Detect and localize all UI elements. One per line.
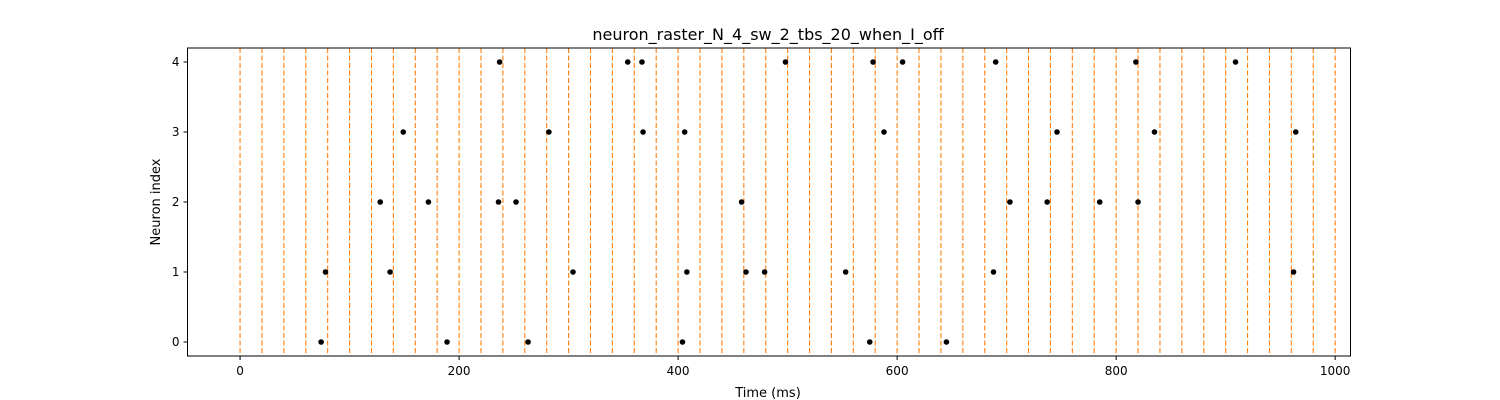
spike-point: [570, 269, 576, 275]
spike-point: [679, 339, 686, 345]
spike-point: [761, 269, 768, 275]
spike-point: [1292, 129, 1299, 135]
y-axis-label: Neuron index: [149, 158, 164, 245]
spike-point: [684, 269, 690, 275]
spike-point: [1007, 199, 1013, 205]
y-tick-label: 4: [172, 55, 180, 69]
spike-point: [624, 59, 631, 65]
spike-point: [992, 59, 999, 65]
spike-point: [387, 269, 393, 275]
spike-point: [1232, 59, 1239, 65]
y-axis-ticks: 0 1 2 3 4: [172, 55, 188, 349]
y-tick-label: 0: [172, 335, 180, 349]
spike-point: [1290, 269, 1297, 275]
spike-point: [444, 339, 450, 345]
spike-point: [738, 199, 745, 205]
spike-point: [525, 339, 531, 345]
spike-point: [400, 129, 407, 135]
spike-point: [496, 59, 503, 65]
spike-point: [640, 129, 646, 135]
spike-point: [870, 59, 876, 65]
chart-title: neuron_raster_N_4_sw_2_tbs_20_when_I_off: [592, 25, 944, 45]
y-tick-label: 2: [172, 195, 180, 209]
x-tick-label: 0: [236, 364, 244, 378]
spike-point: [1096, 199, 1103, 205]
x-axis-ticks: 0 200 400 600 800 1000: [236, 356, 1350, 378]
x-tick-label: 1000: [1320, 364, 1351, 378]
spike-point: [899, 59, 906, 65]
spike-point: [842, 269, 849, 275]
spike-point: [425, 199, 432, 205]
x-tick-label: 400: [667, 364, 690, 378]
spike-point: [1133, 59, 1139, 65]
spike-point: [943, 339, 950, 345]
spike-point: [639, 59, 645, 65]
spike-point: [513, 199, 519, 205]
x-axis-label: Time (ms): [734, 386, 801, 400]
spike-point: [322, 269, 329, 275]
y-tick-label: 1: [172, 265, 180, 279]
spike-point: [990, 269, 997, 275]
y-tick-label: 3: [172, 125, 180, 139]
stimulus-lines: [239, 48, 1336, 356]
spike-point: [782, 59, 789, 65]
x-tick-label: 600: [886, 364, 909, 378]
spike-point: [881, 129, 887, 135]
spike-points: [318, 59, 1299, 345]
spike-point: [866, 339, 873, 345]
spike-point: [1151, 129, 1158, 135]
spike-point: [546, 129, 552, 135]
spike-point: [681, 129, 688, 135]
spike-point: [377, 199, 384, 205]
spike-point: [743, 269, 749, 275]
spike-point: [1135, 199, 1141, 205]
spike-point: [495, 199, 502, 205]
spike-point: [1044, 199, 1050, 205]
x-tick-label: 200: [448, 364, 471, 378]
spike-point: [1054, 129, 1060, 135]
spike-point: [318, 339, 324, 345]
x-tick-label: 800: [1105, 364, 1128, 378]
